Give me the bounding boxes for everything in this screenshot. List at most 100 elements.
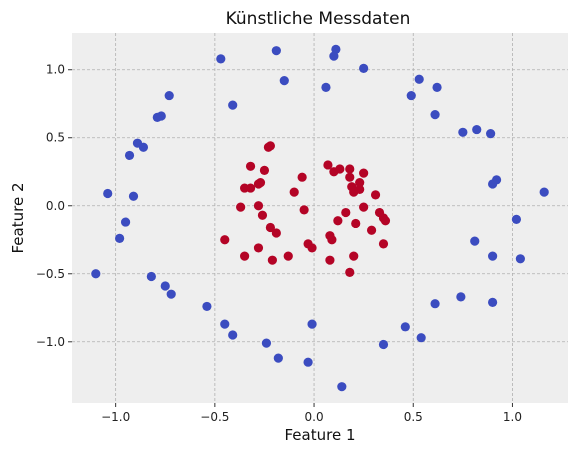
outer-data-point <box>488 179 498 189</box>
outer-data-point <box>120 217 131 227</box>
outer-data-point <box>329 51 339 61</box>
inner-data-point <box>370 190 381 200</box>
inner-data-point <box>299 205 309 215</box>
outer-data-point <box>406 90 416 101</box>
inner-data-point <box>220 235 230 245</box>
inner-data-point <box>236 202 246 212</box>
x-axis-label: Feature 1 <box>285 426 356 444</box>
outer-data-point <box>228 100 238 110</box>
outer-data-point <box>430 110 440 120</box>
data-points <box>91 44 549 392</box>
y-tick-label: −0.5 <box>36 267 65 281</box>
outer-data-point <box>488 251 498 261</box>
inner-data-point <box>359 168 369 178</box>
plot-area <box>72 33 568 403</box>
inner-data-point <box>307 243 317 253</box>
outer-data-point <box>307 319 317 329</box>
outer-data-point <box>91 269 101 279</box>
outer-data-point <box>337 382 347 392</box>
inner-data-point <box>366 225 377 235</box>
inner-data-point <box>349 187 359 197</box>
outer-data-point <box>470 236 480 246</box>
inner-data-point <box>349 251 359 261</box>
outer-data-point <box>202 301 212 312</box>
y-tick-label: −1.0 <box>36 335 65 349</box>
inner-data-point <box>329 167 339 177</box>
outer-data-point <box>138 142 149 152</box>
y-tick-label: 1.0 <box>46 63 65 77</box>
inner-data-point <box>323 160 333 170</box>
outer-data-point <box>279 76 289 86</box>
outer-data-point <box>488 297 498 307</box>
y-tick-label: 0.5 <box>46 131 65 145</box>
outer-data-point <box>160 281 170 291</box>
y-axis-label: Feature 2 <box>9 183 27 254</box>
inner-data-point <box>283 251 293 261</box>
outer-data-point <box>321 82 331 93</box>
inner-data-point <box>245 183 256 193</box>
outer-data-point <box>511 214 522 224</box>
outer-data-point <box>220 319 230 329</box>
outer-data-point <box>400 322 410 332</box>
outer-data-point <box>515 254 525 264</box>
outer-data-point <box>303 357 313 367</box>
outer-data-point <box>152 112 162 122</box>
inner-data-point <box>325 255 335 265</box>
outer-data-point <box>458 127 468 137</box>
outer-data-point <box>414 74 424 84</box>
inner-data-point <box>345 172 355 182</box>
outer-data-point <box>146 271 156 282</box>
inner-data-point <box>378 239 389 249</box>
y-tick-label: 0.0 <box>46 199 65 213</box>
inner-data-point <box>271 228 281 238</box>
x-tick-label: 0.0 <box>305 410 324 424</box>
outer-data-point <box>456 292 466 302</box>
x-tick-label: −1.0 <box>101 410 130 424</box>
outer-data-point <box>166 289 176 299</box>
inner-data-point <box>267 255 277 265</box>
outer-data-point <box>472 124 482 135</box>
outer-data-point <box>359 63 369 73</box>
outer-data-point <box>271 46 281 56</box>
outer-data-point <box>378 339 389 350</box>
inner-data-point <box>240 251 250 261</box>
inner-data-point <box>245 161 256 171</box>
inner-data-point <box>327 235 337 245</box>
inner-data-point <box>345 267 355 278</box>
outer-data-point <box>128 191 139 201</box>
inner-data-point <box>341 207 351 218</box>
inner-data-point <box>380 216 391 226</box>
inner-data-point <box>297 172 307 182</box>
inner-data-point <box>259 165 270 175</box>
inner-data-point <box>265 222 275 233</box>
inner-data-point <box>263 142 274 152</box>
outer-data-point <box>430 299 440 309</box>
outer-data-point <box>216 54 226 64</box>
axis-ticks: −1.0 −0.5 0.0 0.5 1.0 −1.0 −0.5 0.0 0.5 1.0 <box>36 63 522 424</box>
outer-data-point <box>273 353 283 363</box>
outer-data-point <box>103 188 113 199</box>
inner-data-point <box>253 179 264 189</box>
inner-data-point <box>355 178 365 188</box>
inner-data-point <box>289 187 299 197</box>
inner-data-point <box>257 210 268 220</box>
outer-data-point <box>261 338 272 348</box>
inner-data-point <box>345 164 355 174</box>
inner-data-point <box>351 218 361 229</box>
outer-data-point <box>432 82 442 93</box>
outer-data-point <box>124 150 135 161</box>
inner-data-point <box>253 201 264 211</box>
chart-title: Künstliche Messdaten <box>226 9 411 29</box>
inner-data-point <box>359 202 369 212</box>
outer-data-point <box>228 330 238 340</box>
outer-data-point <box>164 90 174 101</box>
inner-data-point <box>253 243 264 253</box>
outer-data-point <box>115 233 125 244</box>
x-tick-label: 1.0 <box>503 410 522 424</box>
inner-data-point <box>333 216 343 226</box>
x-tick-label: −0.5 <box>200 410 229 424</box>
outer-data-point <box>416 333 426 343</box>
x-tick-label: 0.5 <box>404 410 423 424</box>
outer-data-point <box>486 129 496 139</box>
